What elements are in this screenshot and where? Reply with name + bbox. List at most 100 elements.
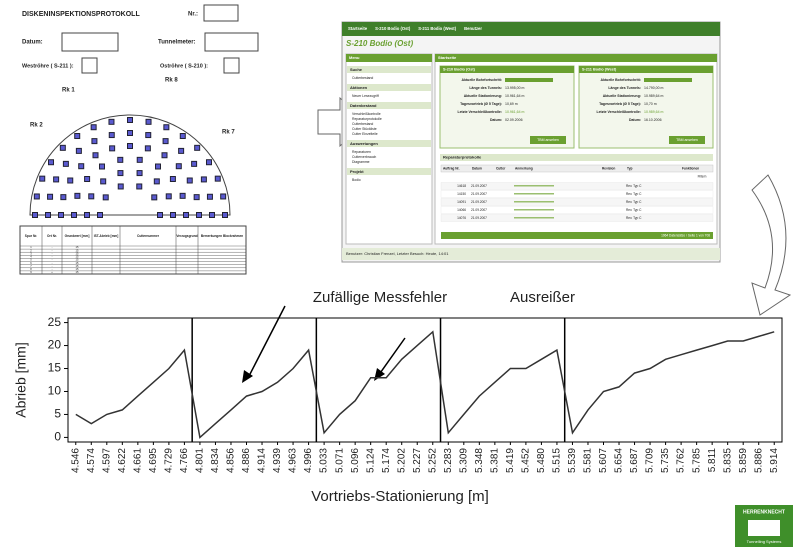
x-tick-label: 5.886 <box>753 448 764 473</box>
table-cell: Rev. Typ C <box>626 192 642 196</box>
row-link <box>514 201 554 203</box>
annotation-arrow <box>377 337 406 377</box>
cutter-slot <box>179 133 186 140</box>
cutter-slot <box>136 156 143 163</box>
info-value: 13.995,00 m <box>505 86 525 90</box>
form-title: DISKENINSPEKTIONSPROTOKOLL <box>22 11 140 18</box>
cutter-slot <box>100 178 107 185</box>
cutter-slot <box>48 159 55 166</box>
cutter-slot <box>209 212 215 218</box>
info-label: Länge des Tunnels: <box>469 86 502 90</box>
cutter-slot <box>97 212 103 218</box>
table-header: Grundwert [mm] <box>65 234 90 238</box>
cutter-slot <box>214 175 221 182</box>
info-value: 16.10.2006 <box>644 118 662 122</box>
cutter-slot <box>178 147 185 154</box>
x-tick-label: 5.452 <box>521 448 532 473</box>
sidebar-section-head <box>347 66 431 73</box>
main-title: Startseite <box>438 55 457 60</box>
x-tick-label: 5.654 <box>614 448 625 473</box>
sidebar-item: Neuer Lesezugriff <box>352 94 379 98</box>
x-tick-label: 5.515 <box>552 448 563 473</box>
form-label: Nr.: <box>188 12 198 18</box>
x-tick-label: 5.539 <box>567 448 578 473</box>
table-cell: 14076 <box>457 216 466 220</box>
annotation-arrow <box>247 305 286 379</box>
cutter-slot <box>194 144 201 151</box>
table-footer: 1964 Datensätze / Seite 1 von 708 <box>661 233 710 237</box>
y-tick-label: 10 <box>48 384 62 398</box>
sidebar-title: Aktionen <box>350 85 368 90</box>
table-head-bar <box>440 154 713 161</box>
info-label: Aktuelle Bohrfortschritt: <box>462 78 502 82</box>
table-cell: 15 <box>76 251 79 255</box>
cutter-slot <box>84 212 90 218</box>
logo-sub: Tunnelling Systems <box>747 539 782 544</box>
cutter-slot <box>127 143 133 149</box>
x-tick-label: 5.033 <box>319 448 330 473</box>
cutter-slot <box>102 194 109 201</box>
row-link <box>514 209 554 211</box>
cutter-slot <box>109 145 116 152</box>
x-tick-label: 5.348 <box>474 448 485 473</box>
cutter-slot <box>71 212 77 218</box>
cutter-slot <box>153 178 160 185</box>
nav-link: Startseite <box>348 26 368 31</box>
table-cell: 9 <box>30 270 32 274</box>
button <box>669 136 705 144</box>
cutter-slot <box>47 193 54 200</box>
cutter-slot <box>145 118 152 125</box>
info-value: 02.09.2006 <box>505 118 523 122</box>
sidebar-item: Bodio <box>352 178 361 182</box>
x-tick-label: 5.227 <box>412 448 423 473</box>
cutter-slot <box>169 176 176 183</box>
table-cell: 21.09.2007 <box>471 192 487 196</box>
table-row <box>440 206 714 214</box>
table-row <box>440 214 714 222</box>
annotation: Zufällige Messfehler <box>313 289 447 306</box>
info-label: Aktuelle Stationierung: <box>603 94 641 98</box>
table-cell: 21.09.2007 <box>471 200 487 204</box>
cutter-slot <box>222 212 228 218</box>
x-tick-label: 5.607 <box>598 448 609 473</box>
table-cell: 15 <box>76 264 79 268</box>
x-tick-label: 5.309 <box>458 448 469 473</box>
x-tick-label: 5.687 <box>629 448 640 473</box>
table-foot <box>441 232 713 239</box>
y-tick-label: 15 <box>48 361 62 375</box>
y-tick-label: 20 <box>48 338 62 352</box>
table-header-row <box>440 164 714 173</box>
cutter-slot <box>206 193 213 200</box>
x-tick-label: 4.597 <box>101 448 112 473</box>
table-cell: 4 <box>30 255 32 259</box>
main-head <box>435 54 717 62</box>
cutter-slot <box>205 159 212 166</box>
x-tick-label: 5.762 <box>676 448 687 473</box>
cutter-slot <box>108 118 115 125</box>
y-axis-label: Abrieb [mm] <box>13 342 29 417</box>
cutter-head <box>29 114 231 216</box>
cutter-slot <box>136 183 143 190</box>
cutter-slot <box>39 175 46 182</box>
x-tick-label: 5.124 <box>365 448 376 473</box>
sidebar-title: Datenbestand <box>350 103 377 108</box>
info-label: Letzte Verschleißkontrolle: <box>457 110 502 114</box>
x-tick-label: 5.419 <box>505 448 516 473</box>
info-value: 10.961,64 m <box>505 110 525 114</box>
cutter-slot <box>170 212 176 218</box>
table-cell: - <box>52 262 53 265</box>
cutter-slot <box>127 117 133 123</box>
cutter-slot <box>183 212 189 218</box>
info-title: S-211 Bodio (West) <box>582 68 617 72</box>
app-footer-bar <box>342 248 720 260</box>
plot-frame <box>67 317 783 443</box>
table-cell: - <box>52 256 53 259</box>
info-label: Länge des Tunnels: <box>608 86 641 90</box>
cutter-slot <box>127 130 133 136</box>
cutter-slot <box>162 138 169 145</box>
table-cell: 15 <box>76 261 79 265</box>
info-label: Aktuelle Bohrfortschritt: <box>601 78 641 82</box>
cutter-slot <box>155 163 161 170</box>
table-cell: - <box>52 268 53 271</box>
table-cell: Rev. Typ C <box>626 208 642 212</box>
